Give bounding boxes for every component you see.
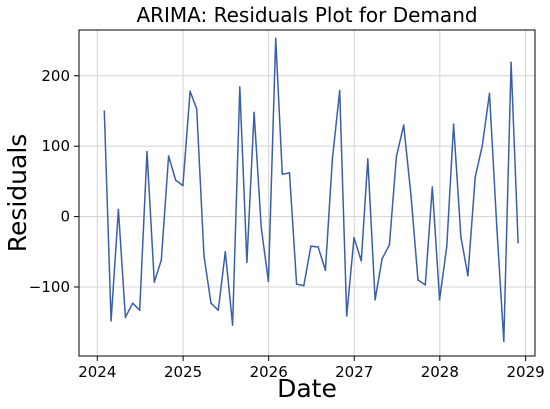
residual-point [239,86,241,88]
residual-point [410,194,412,197]
residual-point [467,274,469,277]
residual-point [374,298,376,301]
residual-point [431,186,434,188]
residual-point [217,309,220,312]
residual-point [295,283,298,286]
x-tick-label: 2029 [507,363,545,381]
residual-point [353,236,355,239]
residual-point [231,324,234,326]
residual-point [446,245,448,247]
residual-point [438,298,441,301]
residual-point [488,92,491,95]
y-tick-label: 100 [41,137,70,155]
x-tick-label: 2027 [335,363,373,381]
tick-layer: 2024 2025 2026 2027 2028 2029 −100 0 100 200 [29,67,545,381]
residual-point [496,226,498,228]
grid-layer [79,30,535,356]
residual-point [345,315,348,317]
residual-point [210,302,212,305]
residual-point [189,90,191,93]
residual-point [174,179,177,181]
chart-title: ARIMA: Residuals Plot for Demand [136,3,477,27]
residual-point [503,340,505,343]
residual-point [167,155,170,157]
residual-point [195,108,198,110]
residual-point [146,151,148,153]
residual-point [281,173,284,176]
residual-point [424,284,427,286]
x-axis-label: Date [277,374,337,403]
residual-point [224,251,227,253]
residual-point [317,246,319,248]
residual-point [138,309,141,312]
residual-point [182,184,184,187]
residual-point [153,281,156,283]
residual-point [360,260,363,262]
series-layer [103,37,519,343]
residual-point [310,245,312,247]
x-tick-label: 2028 [421,363,459,381]
y-axis-label: Residuals [3,134,32,253]
residual-point [417,279,419,281]
residual-point [460,236,462,238]
x-tick-label: 2026 [250,363,288,381]
residual-point [160,259,163,262]
residual-point [367,158,369,160]
y-tick-label: 200 [41,67,70,85]
residual-point [517,241,519,244]
y-tick-label: 0 [60,208,70,226]
residual-point [117,208,120,211]
residual-point [260,226,263,228]
residuals-series-line [103,37,519,342]
plot-frame [78,29,536,357]
residual-point [395,155,398,158]
residual-point [510,61,512,64]
residual-point [267,280,270,283]
x-tick-label: 2025 [164,363,202,381]
residual-point [402,124,405,126]
residual-point [303,284,305,287]
residual-point [274,37,277,40]
residual-point [388,244,391,246]
residual-point [131,302,134,305]
residual-point [474,176,477,178]
y-tick-label: −100 [29,278,70,296]
residual-point [253,111,255,114]
x-tick-label: 2024 [78,363,116,381]
residual-point [246,261,248,264]
residual-point [124,316,127,319]
residual-point [381,258,383,260]
residual-point [103,110,106,112]
residual-point [481,145,484,147]
residual-point [324,269,327,271]
residual-point [452,123,455,126]
residual-point [331,158,334,160]
residual-point [338,89,341,92]
residual-point [288,172,291,174]
residual-point [110,320,112,322]
residual-point [203,255,205,257]
